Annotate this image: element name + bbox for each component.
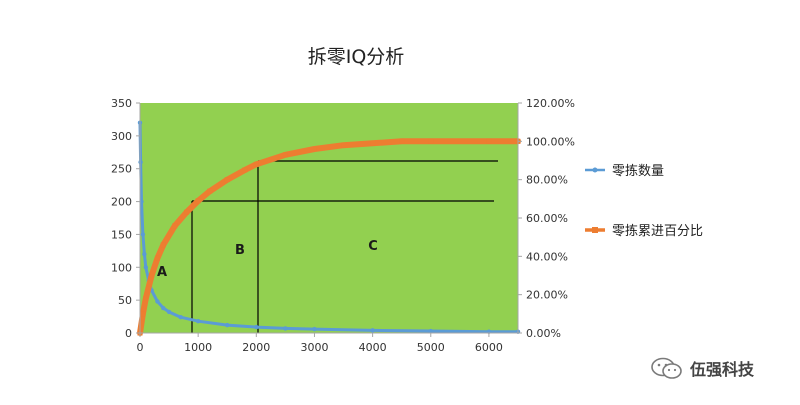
series-2-point	[370, 140, 376, 146]
series-1-point	[370, 328, 375, 333]
right-tick-label: 120.00%	[526, 97, 575, 110]
x-tick-label: 5000	[417, 341, 445, 354]
series-1-point	[138, 159, 143, 165]
series-2-point	[154, 255, 160, 261]
left-tick-label: 50	[118, 294, 132, 307]
right-tick-label: 40.00%	[526, 250, 568, 263]
series-2-point	[428, 138, 434, 144]
annotation-lines	[191, 160, 498, 333]
right-tick-label: 80.00%	[526, 174, 568, 187]
chart-title: 拆零IQ分析	[308, 46, 405, 68]
left-tick-label: 300	[111, 130, 132, 143]
x-tick-label: 3000	[300, 341, 328, 354]
series-2-point	[486, 138, 492, 144]
left-tick-label: 200	[111, 196, 132, 209]
series-1-point	[428, 328, 433, 334]
series-1-point	[143, 265, 149, 270]
series-1-point	[225, 322, 230, 328]
legend-item-series-2: 零拣累进百分比	[585, 224, 703, 239]
series-2-point	[282, 152, 288, 158]
series-1-point	[155, 299, 160, 304]
series-1-point	[161, 305, 166, 311]
series-1-point	[283, 326, 288, 331]
series-2-point	[140, 311, 146, 317]
series-2-point	[253, 161, 259, 167]
series-2-point	[143, 296, 149, 301]
series-2-point	[311, 146, 317, 152]
wechat-icon	[651, 357, 682, 379]
series-1-point	[166, 309, 172, 315]
series-2-point	[207, 188, 213, 194]
series-2-point	[399, 138, 405, 144]
right-axis: 0.00% 20.00% 40.00% 60.00% 80.00% 100.00% 120.…	[517, 97, 575, 340]
series-2-point	[149, 273, 155, 278]
left-tick-label: 0	[125, 327, 132, 340]
x-tick-label: 2000	[242, 341, 270, 354]
legend-label-series-2: 零拣累进百分比	[612, 224, 703, 239]
region-label-c: C	[368, 239, 378, 254]
series-2-point	[184, 209, 190, 215]
x-axis: 0 1000 2000 3000 4000 5000 6000	[137, 332, 518, 354]
x-tick-label: 0	[137, 341, 144, 354]
x-tick-label: 6000	[475, 341, 503, 354]
series-1-point	[254, 324, 259, 330]
legend-marker-series-1	[592, 167, 598, 173]
region-label-a: A	[157, 265, 167, 280]
watermark: 伍强科技	[650, 356, 754, 380]
legend-label-series-1: 零拣数量	[612, 164, 664, 179]
left-tick-label: 100	[111, 261, 132, 274]
left-axis: 0 50 100 150 200 250 300 350	[111, 97, 141, 340]
watermark-text: 伍强科技	[690, 360, 755, 379]
right-tick-label: 0.00%	[526, 327, 561, 340]
series-1-point	[140, 232, 146, 237]
x-tick-label: 4000	[359, 341, 387, 354]
series-1-point	[195, 318, 201, 324]
region-label-b: B	[235, 243, 245, 258]
series-2-point	[341, 142, 347, 148]
left-tick-label: 150	[111, 228, 132, 241]
x-tick-label: 1000	[184, 341, 212, 354]
series-1-point	[312, 326, 317, 332]
left-tick-label: 250	[111, 163, 132, 176]
legend-marker-series-2	[592, 227, 598, 233]
series-2-point	[224, 177, 230, 183]
plot-area	[140, 103, 518, 333]
left-tick-label: 350	[111, 97, 132, 110]
series-1-point	[142, 251, 147, 257]
series-2-point	[195, 198, 201, 204]
legend-item-series-1: 零拣数量	[585, 164, 664, 179]
right-tick-label: 20.00%	[526, 289, 568, 302]
series-2-point	[242, 167, 248, 173]
series-1-point	[178, 315, 183, 320]
legend: 零拣数量 零拣累进百分比	[585, 164, 703, 239]
series-2-point	[172, 223, 178, 229]
series-2-point	[160, 242, 166, 248]
right-tick-label: 100.00%	[526, 135, 575, 148]
right-tick-label: 60.00%	[526, 212, 568, 225]
